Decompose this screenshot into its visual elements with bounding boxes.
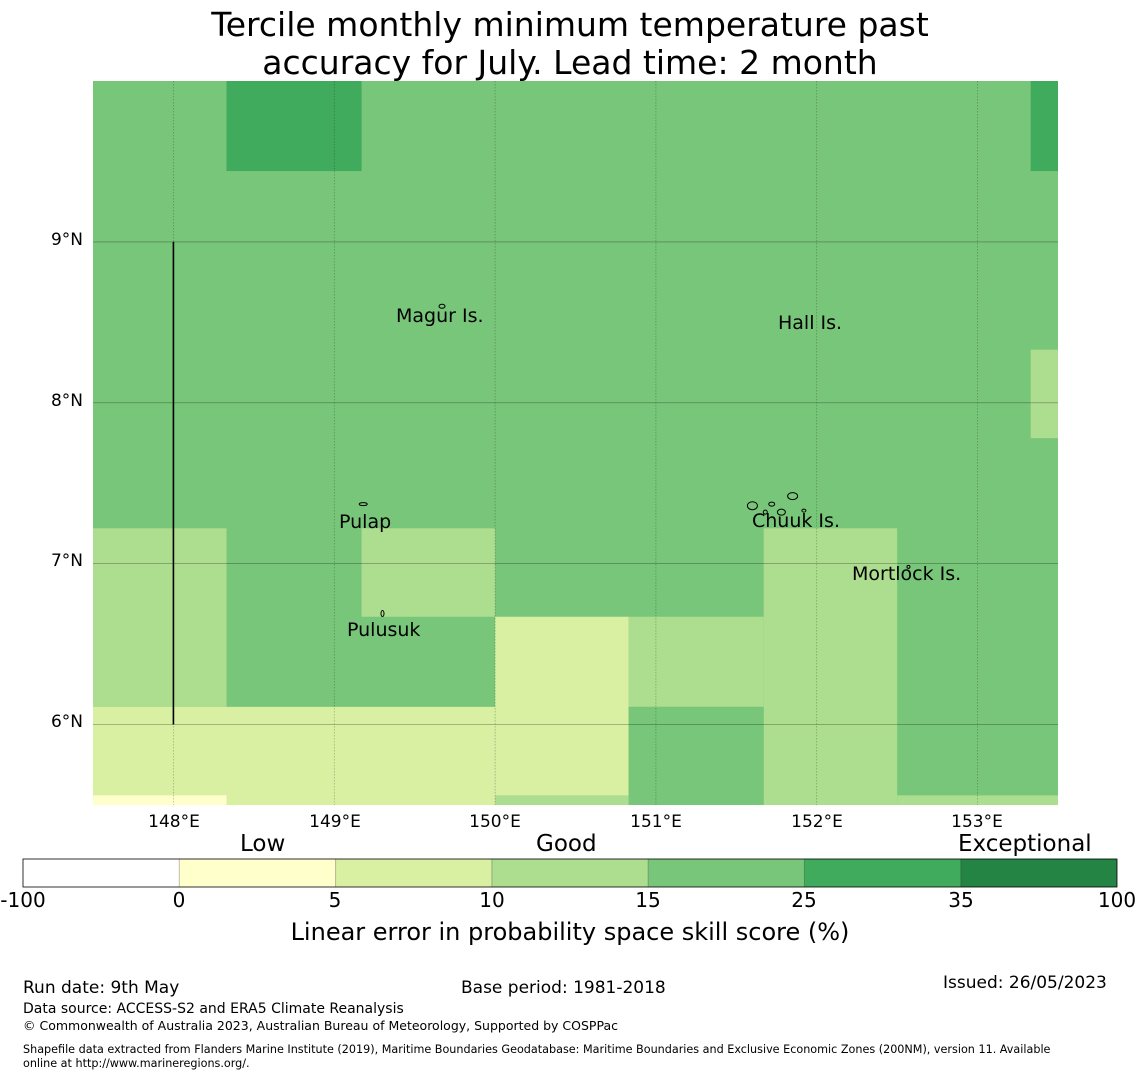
colorbar-tick: 100 xyxy=(1097,888,1137,912)
colorbar-swatch xyxy=(960,859,1117,887)
chart-title: Tercile monthly minimum temperature past… xyxy=(0,6,1140,82)
run-date: Run date: 9th May xyxy=(23,978,180,998)
island-outline xyxy=(438,303,446,309)
issued-date: Issued: 26/05/2023 xyxy=(943,973,1107,993)
colorbar-swatch xyxy=(335,859,492,887)
island-outline xyxy=(787,492,799,501)
skill-cell xyxy=(628,706,764,805)
colorbar-tick: 10 xyxy=(479,888,505,912)
colorbar-tick: 15 xyxy=(635,888,661,912)
colorbar-swatch xyxy=(804,859,961,887)
skill-cell xyxy=(93,706,496,805)
skill-cell xyxy=(1030,81,1058,172)
skill-cell xyxy=(361,528,496,617)
data-source: Data source: ACCESS-S2 and ERA5 Climate … xyxy=(23,1001,404,1017)
skill-cell xyxy=(226,81,362,172)
place-label-pulap: Pulap xyxy=(339,511,392,533)
colorbar-tick: 0 xyxy=(172,888,186,912)
lat-tick-8n: 8°N xyxy=(50,391,83,411)
skill-cell xyxy=(495,795,629,805)
skill-cell xyxy=(628,616,764,707)
colorbar-tick: 25 xyxy=(791,888,817,912)
lat-tick-7n: 7°N xyxy=(50,551,83,571)
category-low: Low xyxy=(240,831,286,857)
lat-tick-6n: 6°N xyxy=(50,712,83,732)
base-period: Base period: 1981-2018 xyxy=(461,978,666,998)
lon-tick-151e: 151°E xyxy=(630,812,682,832)
title-line-2: accuracy for July. Lead time: 2 month xyxy=(262,43,878,82)
place-label-pulusuk: Pulusuk xyxy=(347,619,421,641)
island-outline xyxy=(768,501,776,507)
lon-tick-153e: 153°E xyxy=(951,812,1003,832)
lat-tick-9n: 9°N xyxy=(50,230,83,250)
colorbar-frame xyxy=(22,858,1118,888)
skill-cell xyxy=(495,616,629,805)
island-outline xyxy=(906,564,911,569)
island-outline xyxy=(380,610,385,618)
lon-tick-150e: 150°E xyxy=(469,812,521,832)
category-exceptional: Exceptional xyxy=(958,831,1092,857)
place-label-chuuk: Chuuk Is. xyxy=(752,510,840,532)
lon-tick-148e: 148°E xyxy=(148,812,200,832)
lon-tick-149e: 149°E xyxy=(309,812,361,832)
category-good: Good xyxy=(536,831,597,857)
colorbar-swatch xyxy=(648,859,805,887)
colorbar-label: Linear error in probability space skill … xyxy=(290,918,850,946)
skill-cell xyxy=(1030,349,1058,439)
lon-tick-152e: 152°E xyxy=(791,812,843,832)
skill-cell xyxy=(93,795,227,805)
place-label-mortlock: Mortlock Is. xyxy=(852,563,962,585)
island-outline xyxy=(801,508,807,513)
colorbar-tick: 35 xyxy=(948,888,974,912)
colorbar-tick: 5 xyxy=(328,888,342,912)
place-label-magur: Magur Is. xyxy=(396,305,484,327)
island-outline xyxy=(776,508,786,516)
title-line-1: Tercile monthly minimum temperature past xyxy=(211,5,929,44)
colorbar-swatch xyxy=(23,859,180,887)
skill-cell xyxy=(93,528,227,707)
colorbar-swatch xyxy=(179,859,336,887)
copyright-notice: © Commonwealth of Australia 2023, Austra… xyxy=(23,1018,618,1033)
island-outline xyxy=(358,502,368,507)
island-outline xyxy=(762,509,768,515)
colorbar-swatch xyxy=(491,859,649,887)
colorbar-tick: -100 xyxy=(0,888,46,912)
place-label-hall: Hall Is. xyxy=(778,312,843,334)
island-outline xyxy=(746,501,758,511)
skill-cell xyxy=(763,528,898,805)
shapefile-credit-line-2: online at http://www.marineregions.org/. xyxy=(23,1057,250,1070)
shapefile-credit-line-1: Shapefile data extracted from Flanders M… xyxy=(23,1043,1051,1056)
skill-cell xyxy=(897,795,1058,805)
